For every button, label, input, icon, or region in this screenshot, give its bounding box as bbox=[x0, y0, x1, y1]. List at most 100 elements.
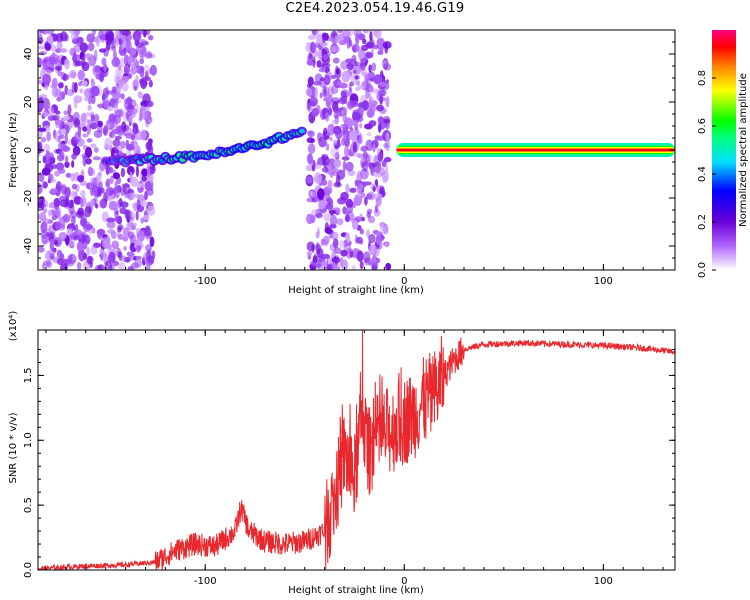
noise-blob bbox=[64, 58, 70, 70]
noise-blob bbox=[344, 214, 350, 223]
noise-blob bbox=[123, 246, 127, 251]
noise-blob bbox=[330, 45, 337, 53]
noise-blob bbox=[344, 145, 350, 158]
noise-blob bbox=[378, 87, 385, 98]
noise-blob bbox=[69, 255, 73, 261]
noise-blob bbox=[383, 142, 389, 149]
noise-blob bbox=[359, 133, 363, 145]
noise-blob bbox=[90, 114, 95, 122]
noise-blob bbox=[135, 244, 141, 253]
noise-blob bbox=[324, 192, 331, 202]
noise-blob bbox=[345, 161, 354, 172]
noise-blob bbox=[370, 86, 374, 93]
noise-blob bbox=[148, 79, 153, 88]
noise-blob bbox=[74, 60, 84, 67]
noise-blob bbox=[135, 74, 139, 83]
noise-blob bbox=[383, 156, 392, 163]
noise-blob bbox=[137, 91, 143, 99]
colorbar: 0.0 0.2 0.4 0.6 0.8 Normalized spectral ampl… bbox=[697, 30, 749, 278]
noise-blob bbox=[353, 197, 358, 206]
noise-blob bbox=[42, 111, 49, 118]
noise-blob bbox=[135, 165, 139, 178]
noise-blob bbox=[372, 186, 376, 192]
spectrogram-xlabel: Height of straight line (km) bbox=[288, 285, 424, 296]
x-tick-label: 100 bbox=[594, 276, 613, 287]
noise-blob bbox=[145, 100, 154, 108]
noise-blob bbox=[67, 261, 74, 267]
noise-blob bbox=[54, 170, 60, 177]
noise-blob bbox=[73, 44, 81, 53]
noise-blob bbox=[116, 99, 122, 104]
y-tick-label: 0.0 bbox=[23, 562, 34, 578]
noise-blob bbox=[43, 59, 48, 64]
noise-blob bbox=[330, 97, 340, 105]
noise-blob bbox=[43, 68, 51, 74]
noise-blob bbox=[106, 217, 116, 223]
noise-blob bbox=[333, 106, 340, 112]
noise-blob bbox=[148, 68, 155, 75]
noise-blob bbox=[366, 132, 372, 137]
noise-blob bbox=[82, 126, 88, 132]
noise-blob bbox=[99, 198, 106, 209]
noise-blob bbox=[369, 30, 373, 42]
noise-blob bbox=[137, 183, 142, 189]
noise-blob bbox=[315, 242, 320, 252]
noise-blob bbox=[76, 241, 84, 252]
noise-blob bbox=[106, 106, 114, 112]
noise-blob bbox=[46, 30, 55, 35]
noise-blob bbox=[83, 89, 90, 98]
noise-blob bbox=[85, 158, 92, 165]
noise-blob bbox=[374, 204, 379, 213]
noise-blob bbox=[368, 64, 372, 73]
colorbar-tick-label: 0.8 bbox=[697, 70, 708, 86]
noise-blob bbox=[382, 41, 392, 49]
noise-blob bbox=[349, 87, 353, 99]
noise-blob bbox=[128, 222, 137, 227]
noise-blob bbox=[114, 135, 122, 140]
noise-blob bbox=[376, 234, 382, 246]
noise-blob bbox=[48, 248, 56, 257]
noise-blob bbox=[49, 242, 55, 251]
noise-blob bbox=[307, 76, 314, 87]
noise-blob bbox=[385, 79, 389, 85]
noise-blob bbox=[335, 174, 341, 187]
noise-blob bbox=[321, 47, 330, 55]
noise-blob bbox=[58, 82, 64, 89]
noise-blob bbox=[357, 84, 364, 89]
noise-blob bbox=[72, 145, 81, 156]
noise-blob bbox=[70, 190, 77, 199]
noise-blob bbox=[58, 232, 67, 240]
noise-blob bbox=[146, 205, 156, 216]
noise-blob bbox=[362, 251, 371, 263]
noise-blob bbox=[306, 137, 315, 144]
noise-blob bbox=[49, 187, 58, 195]
noise-blob bbox=[73, 99, 78, 109]
noise-blob bbox=[105, 31, 115, 42]
noise-blob bbox=[128, 115, 133, 122]
noise-blob bbox=[384, 242, 390, 248]
y-tick-label: 20 bbox=[23, 96, 34, 109]
noise-blob bbox=[64, 133, 69, 145]
noise-blob bbox=[38, 57, 42, 67]
noise-blob bbox=[349, 130, 358, 141]
noise-blob bbox=[122, 236, 129, 242]
noise-blob bbox=[102, 98, 110, 108]
noise-blob bbox=[86, 246, 90, 256]
noise-blob bbox=[382, 116, 391, 124]
noise-blob bbox=[144, 181, 152, 192]
noise-blob bbox=[305, 87, 313, 97]
noise-blob bbox=[108, 251, 116, 264]
noise-blob bbox=[139, 65, 145, 78]
noise-blob bbox=[322, 92, 331, 99]
noise-blob bbox=[119, 30, 127, 35]
noise-blob bbox=[42, 199, 49, 209]
spectrogram-panel: -100 0 100 -40 -20 0 20 40 Height of straight l… bbox=[8, 29, 676, 296]
noise-blob bbox=[331, 256, 341, 264]
noise-blob bbox=[60, 128, 67, 135]
noise-blob bbox=[309, 41, 316, 54]
noise-blob bbox=[133, 85, 138, 92]
noise-blob bbox=[115, 75, 121, 85]
noise-blob bbox=[346, 206, 353, 214]
noise-blob bbox=[359, 228, 364, 235]
noise-blob bbox=[69, 210, 78, 219]
